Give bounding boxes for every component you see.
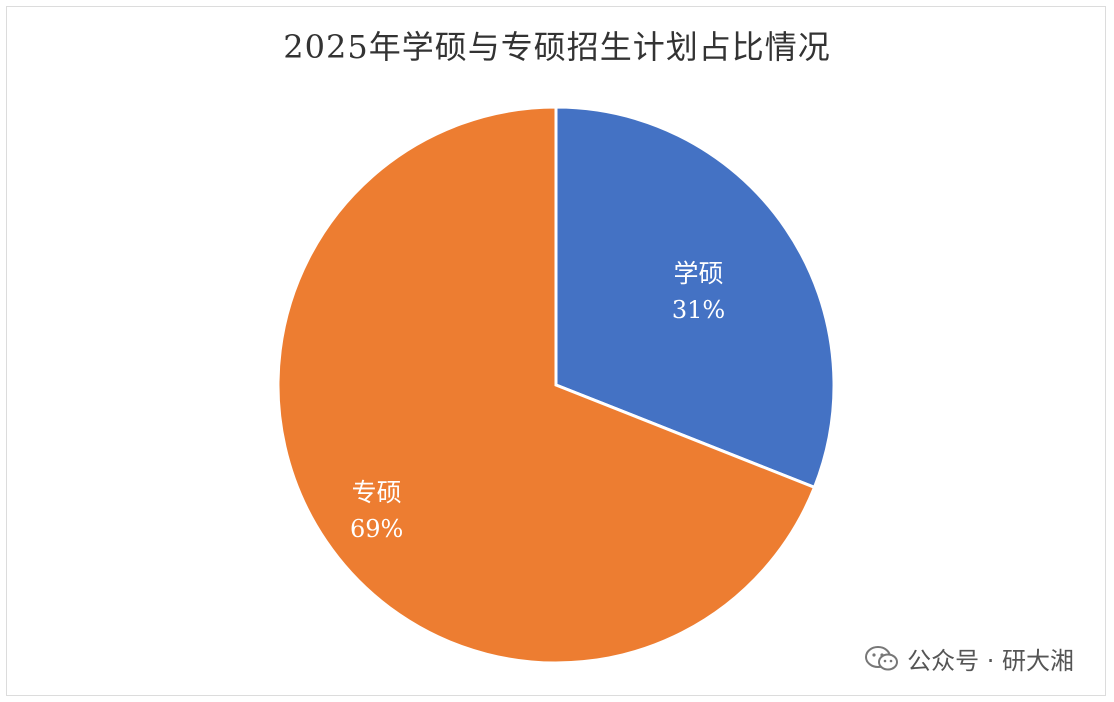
pie-slice-1 — [276, 105, 817, 665]
slice-value-label-0: 31% — [672, 296, 725, 324]
slice-value-label-1: 69% — [350, 515, 403, 543]
pie-labels: 学硕 31% 专硕 69% — [350, 259, 725, 543]
watermark: 公众号 · 研大湘 — [865, 641, 1074, 676]
watermark-text: 公众号 · 研大湘 — [907, 647, 1074, 675]
pie-slice-0 — [554, 105, 836, 490]
slice-label-1: 专硕 — [352, 478, 402, 507]
chart-title: 2025年学硕与专硕招生计划占比情况 — [283, 28, 831, 66]
wechat-icon — [865, 645, 899, 670]
pie-slices — [276, 105, 836, 665]
slice-label-0: 学硕 — [674, 259, 724, 288]
